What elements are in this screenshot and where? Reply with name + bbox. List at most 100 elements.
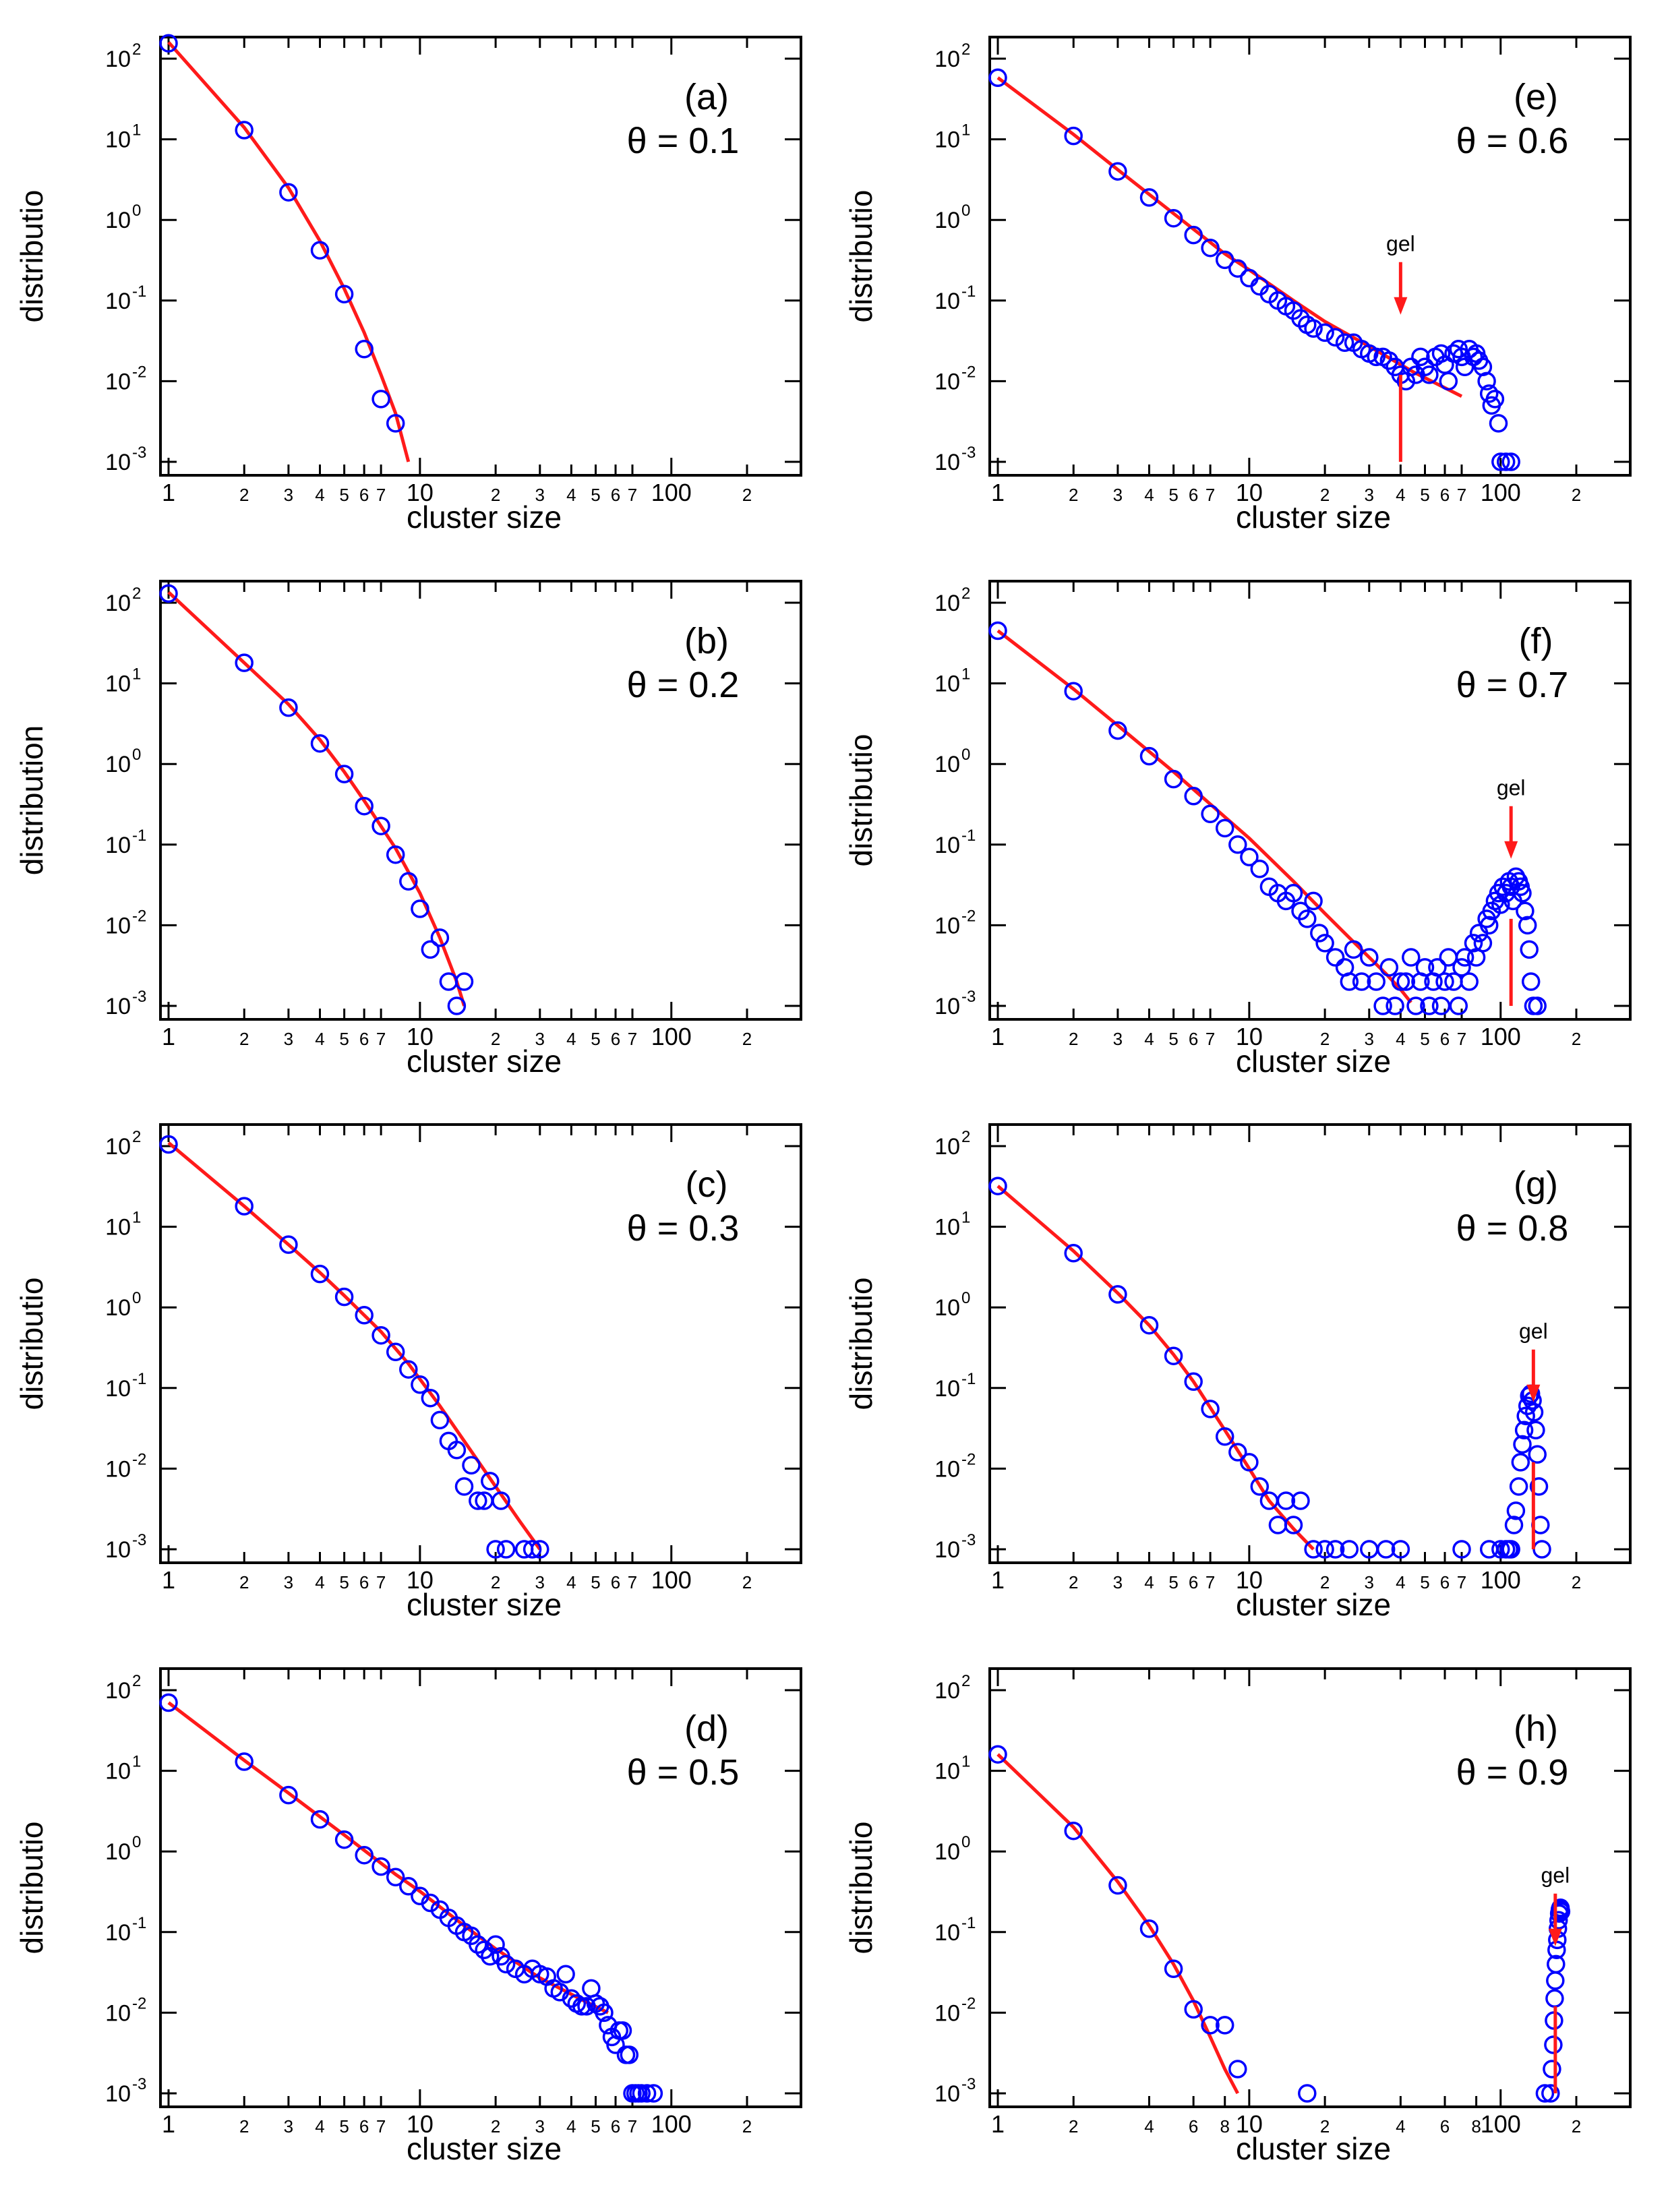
- x-tick-label: 1: [991, 479, 1005, 506]
- x-tick-label: 5: [591, 485, 600, 505]
- data-point: [1496, 452, 1516, 471]
- x-tick-label: 4: [566, 2116, 576, 2136]
- data-point: [572, 1997, 591, 2016]
- data-point: [1511, 1453, 1530, 1472]
- data-point: [620, 2045, 639, 2064]
- panel-letter: (h): [1514, 1708, 1558, 1749]
- data-point: [430, 928, 450, 947]
- data-point: [1546, 1971, 1565, 1990]
- x-tick-label: 5: [339, 485, 349, 505]
- x-tick-label: 2: [491, 1029, 500, 1049]
- data-point: [1344, 940, 1363, 959]
- data-point: [1379, 958, 1399, 977]
- data-point: [1518, 1396, 1537, 1416]
- data-point: [1420, 365, 1439, 384]
- data-point: [1396, 972, 1416, 991]
- y-tick-exponent: -1: [961, 827, 976, 845]
- data-point: [1504, 1516, 1524, 1534]
- data-point: [411, 1375, 429, 1394]
- plot-frame: [988, 1667, 1632, 2108]
- data-point: [988, 1745, 1007, 1764]
- data-point: [235, 653, 254, 672]
- x-tick-label: 3: [1113, 485, 1123, 505]
- x-tick-label: 6: [1440, 1029, 1450, 1049]
- x-tick-label: 2: [1069, 485, 1078, 505]
- x-tick-label: 100: [651, 1023, 692, 1050]
- x-tick-label: 3: [284, 1029, 293, 1049]
- y-tick-label: 10: [105, 1920, 131, 1946]
- data-point: [1543, 2060, 1561, 2079]
- x-tick-label: 1: [991, 1023, 1005, 1050]
- x-tick-label: 5: [591, 2116, 600, 2136]
- data-point: [1431, 996, 1451, 1015]
- data-point: [371, 390, 390, 409]
- x-tick-label: 7: [376, 2116, 386, 2136]
- data-point: [421, 1893, 440, 1913]
- data-point: [399, 872, 418, 891]
- data-point: [1340, 972, 1359, 991]
- data-point: [556, 1965, 575, 1984]
- data-point: [1406, 996, 1425, 1015]
- data-point: [1547, 1954, 1566, 1974]
- panel-letter: (g): [1514, 1164, 1558, 1205]
- data-point: [159, 584, 178, 603]
- data-point: [421, 1388, 440, 1408]
- data-point: [334, 1287, 354, 1307]
- data-point: [386, 1867, 405, 1887]
- x-tick-label: 7: [1457, 1572, 1466, 1592]
- x-tick-label: 2: [239, 1572, 249, 1592]
- theta-label: θ = 0.9: [1456, 1752, 1569, 1793]
- y-tick-label: 10: [105, 1376, 131, 1402]
- y-tick-exponent: 2: [132, 585, 141, 603]
- fit-curve: [167, 591, 466, 1007]
- y-tick-label: 10: [934, 994, 960, 1019]
- data-point: [1402, 948, 1421, 967]
- x-tick-label: 4: [566, 1029, 576, 1049]
- data-point: [1513, 1435, 1532, 1454]
- panel-letter: (d): [684, 1708, 729, 1749]
- y-tick-exponent: 2: [132, 1128, 141, 1146]
- plot-frame: [988, 1123, 1632, 1564]
- plot-frame: [159, 36, 802, 477]
- x-tick-label: 10: [407, 1566, 434, 1594]
- data-point: [1460, 972, 1479, 991]
- data-point: [1268, 1516, 1288, 1534]
- data-point: [454, 1477, 474, 1496]
- y-tick-exponent: 2: [961, 40, 970, 59]
- x-tick-label: 2: [1572, 2116, 1581, 2136]
- data-point: [1379, 351, 1399, 370]
- x-tick-label: 6: [611, 1572, 620, 1592]
- x-tick-label: 2: [742, 1572, 752, 1592]
- data-point: [1139, 1315, 1159, 1335]
- y-tick-label: 10: [934, 752, 960, 777]
- y-tick-label: 10: [105, 1678, 131, 1704]
- panel-letter: (f): [1519, 621, 1553, 661]
- gel-label: gel: [1386, 232, 1415, 256]
- data-point: [1473, 934, 1493, 953]
- y-tick-exponent: 1: [961, 1753, 970, 1771]
- y-tick-label: 10: [934, 1456, 960, 1482]
- data-point: [1304, 891, 1323, 911]
- data-point: [496, 1954, 516, 1974]
- data-point: [1415, 958, 1435, 977]
- x-tick-label: 5: [339, 2116, 349, 2136]
- x-tick-label: 7: [376, 1572, 386, 1592]
- x-tick-label: 7: [628, 2116, 637, 2136]
- data-point: [1108, 721, 1127, 740]
- y-tick-exponent: -2: [961, 1994, 976, 2012]
- data-point: [1298, 2084, 1317, 2103]
- y-tick-exponent: 0: [132, 1833, 141, 1851]
- x-tick-label: 100: [1481, 1566, 1521, 1594]
- data-point: [1514, 1421, 1534, 1440]
- data-point: [1276, 1491, 1296, 1510]
- data-point: [595, 2003, 614, 2023]
- x-tick-label: 5: [1168, 485, 1178, 505]
- x-tick-label: 100: [651, 2110, 692, 2138]
- data-point: [310, 1264, 330, 1284]
- y-tick-exponent: -1: [132, 282, 146, 301]
- data-point: [1485, 390, 1505, 409]
- data-point: [399, 1877, 418, 1896]
